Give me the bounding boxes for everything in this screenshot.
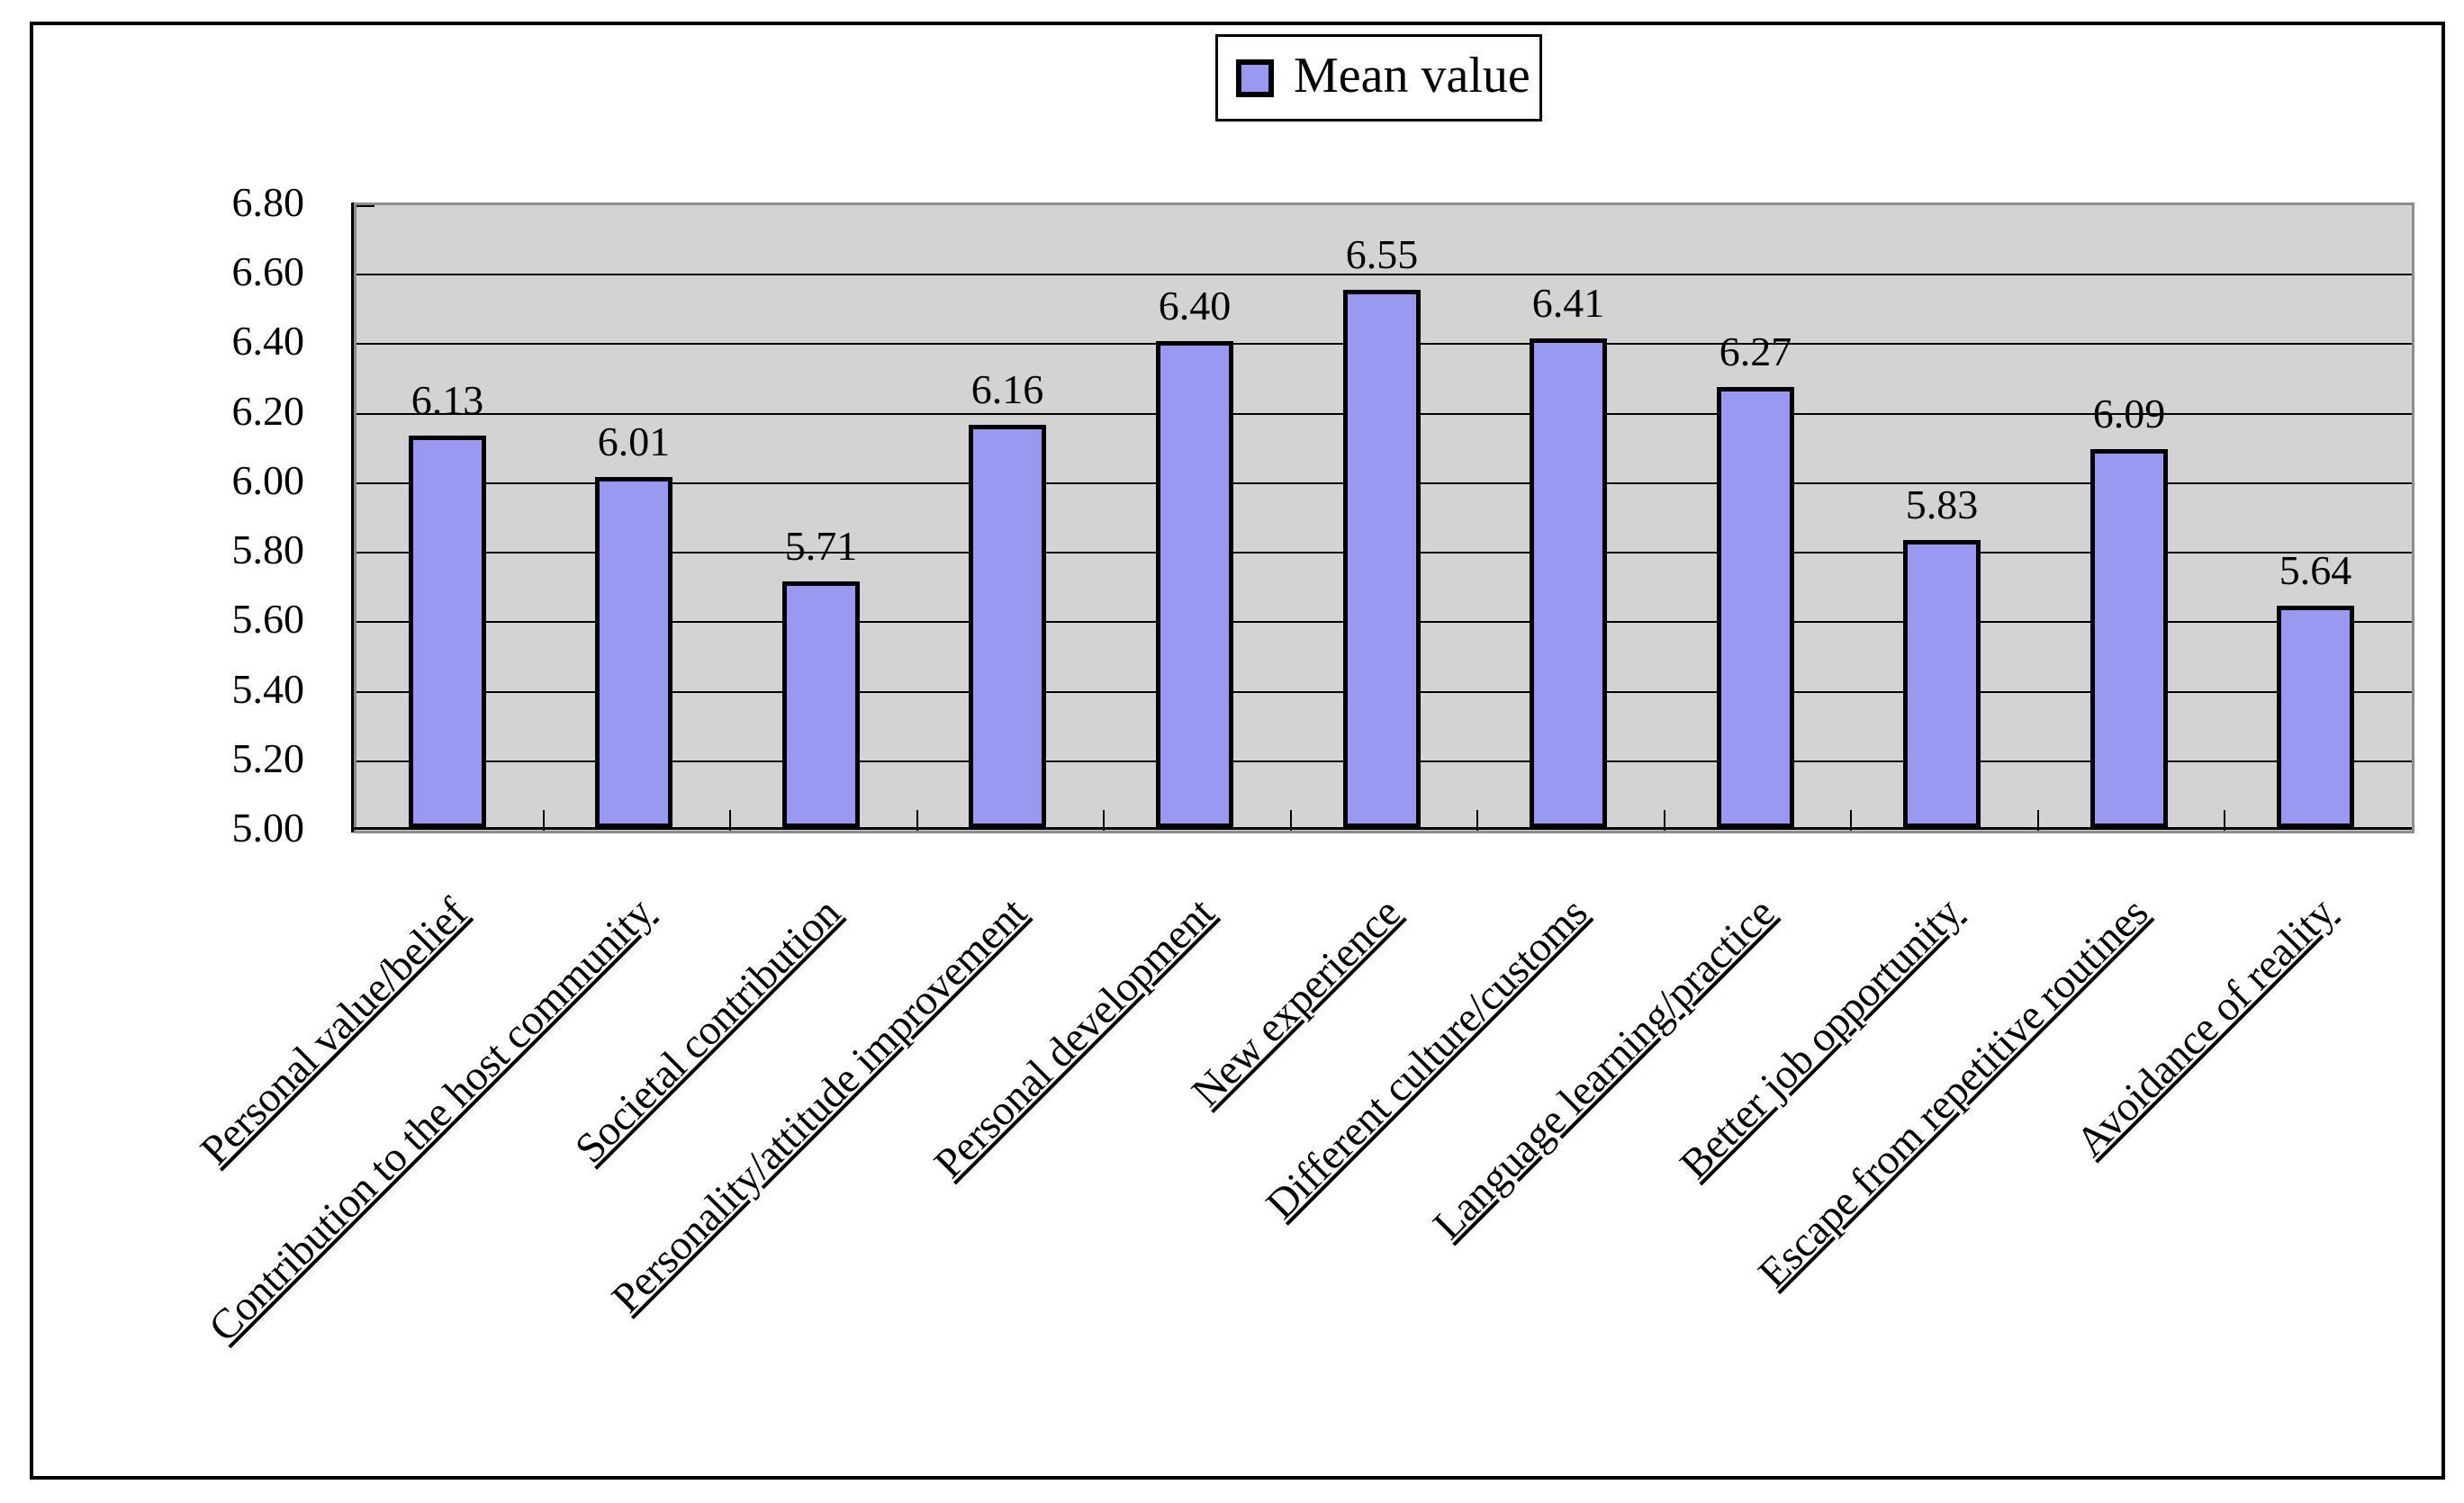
- y-axis-top-tick: [357, 205, 375, 207]
- bar-9: [1903, 540, 1981, 828]
- category-boundary-tick: [1664, 810, 1665, 831]
- bar-value-label-3: 5.71: [784, 523, 858, 569]
- category-boundary-tick: [2037, 810, 2039, 831]
- category-boundary-tick: [729, 810, 731, 831]
- category-boundary-tick: [543, 810, 545, 831]
- bar-4: [969, 425, 1046, 828]
- bar-value-label-6: 6.55: [1345, 231, 1419, 277]
- y-axis-tick-label: 5.20: [231, 735, 305, 781]
- legend: Mean value: [1215, 34, 1542, 122]
- category-boundary-tick: [916, 810, 918, 831]
- bar-value-label-8: 6.27: [1719, 328, 1792, 374]
- y-axis-tick-label: 5.40: [231, 666, 305, 712]
- bar-value-label-9: 5.83: [1905, 482, 1979, 527]
- y-axis-tick-label: 6.00: [231, 457, 305, 503]
- legend-label: Mean value: [1294, 47, 1530, 104]
- y-axis-tick-label: 5.00: [231, 805, 305, 850]
- bar-8: [1717, 387, 1794, 828]
- category-boundary-tick: [1476, 810, 1478, 831]
- y-axis-tick-label: 5.60: [231, 596, 305, 642]
- category-boundary-tick: [1850, 810, 1852, 831]
- bar-6: [1343, 290, 1421, 828]
- y-axis-tick-label: 6.60: [231, 248, 305, 294]
- bar-2: [595, 477, 672, 828]
- bar-value-label-5: 6.40: [1158, 283, 1232, 328]
- y-axis-tick-label: 6.20: [231, 388, 305, 434]
- category-boundary-tick: [1103, 810, 1105, 831]
- bar-value-label-1: 6.13: [411, 377, 484, 423]
- y-axis-tick-label: 5.80: [231, 526, 305, 572]
- bar-10: [2090, 449, 2168, 828]
- gridline: [357, 274, 2412, 276]
- category-boundary-tick: [2224, 810, 2225, 831]
- bar-11: [2277, 606, 2354, 828]
- y-axis-tick-label: 6.80: [231, 179, 305, 225]
- bar-1: [409, 436, 486, 828]
- bar-3: [782, 581, 860, 828]
- bar-value-label-2: 6.01: [597, 418, 671, 464]
- bar-value-label-4: 6.16: [970, 366, 1044, 412]
- category-boundary-tick: [1290, 810, 1292, 831]
- bar-value-label-7: 6.41: [1531, 280, 1605, 326]
- bar-value-label-10: 6.09: [2092, 391, 2166, 436]
- x-axis-line: [351, 827, 2412, 830]
- legend-swatch-mean-value: [1236, 58, 1274, 97]
- bar-7: [1530, 338, 1607, 828]
- bar-5: [1156, 341, 1233, 828]
- bar-value-label-11: 5.64: [2279, 547, 2352, 593]
- y-axis-tick-label: 6.40: [231, 318, 305, 364]
- y-axis-line: [351, 202, 354, 832]
